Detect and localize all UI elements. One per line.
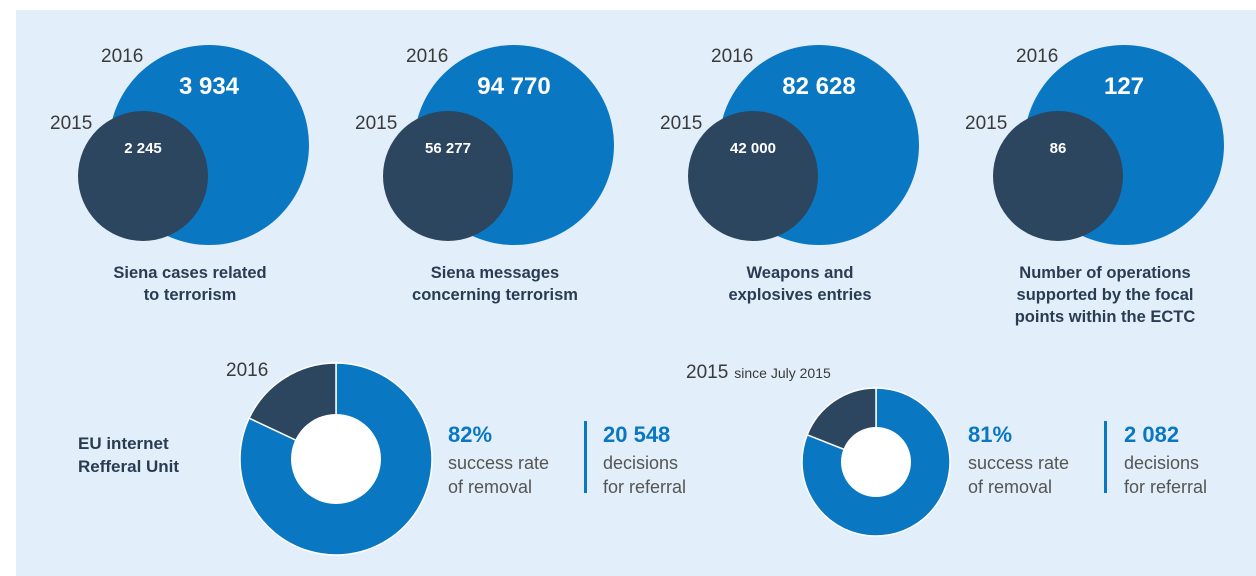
percent-desc-line-2: of removal xyxy=(968,477,1052,497)
donut-charts: 2016 82% success rate of removal 20 548 decis… xyxy=(226,360,1207,556)
percent-value: 81% xyxy=(968,422,1012,447)
percent-desc-line-2: of removal xyxy=(448,477,532,497)
bubble-chart-3: 2016 2015 82 628 42 000 Weapons and explosive… xyxy=(660,45,919,304)
year-label-2016: 2016 xyxy=(711,46,753,67)
percent-desc-line-1: success rate xyxy=(448,453,549,473)
caption-line-1: Siena cases related xyxy=(113,264,266,282)
year-label: 2015 since July 2015 xyxy=(686,362,831,383)
year-label-2015: 2015 xyxy=(660,113,702,134)
bubble-chart-4: 2016 2015 127 86 Number of operations support… xyxy=(965,45,1224,326)
year-label-text: 2016 xyxy=(226,360,268,381)
caption-line-2: to terrorism xyxy=(144,286,237,304)
bubble-2015 xyxy=(78,111,208,241)
decisions-desc-line-2: for referral xyxy=(603,477,686,497)
value-2016: 3 934 xyxy=(179,73,240,100)
decisions-desc-line-1: decisions xyxy=(1124,453,1199,473)
unit-label-line-2: Refferal Unit xyxy=(78,457,179,476)
caption-line-2: explosives entries xyxy=(728,286,871,304)
bubble-2015 xyxy=(993,111,1123,241)
value-2016: 82 628 xyxy=(782,73,855,100)
bubble-chart-1: 2016 2015 3 934 2 245 Siena cases related to … xyxy=(50,45,309,304)
value-2015: 2 245 xyxy=(124,140,162,157)
year-label-2015: 2015 xyxy=(355,113,397,134)
unit-label-line-1: EU internet xyxy=(78,434,169,453)
decisions-desc-line-2: for referral xyxy=(1124,477,1207,497)
value-2016: 94 770 xyxy=(477,73,550,100)
caption-line-2: supported by the focal xyxy=(1017,286,1194,304)
decisions-value: 2 082 xyxy=(1124,422,1179,447)
caption-line-2: concerning terrorism xyxy=(412,286,578,304)
year-label-2015: 2015 xyxy=(965,113,1007,134)
donut-hole xyxy=(841,427,911,497)
unit-label: EU internet Refferal Unit xyxy=(78,434,179,476)
value-2015: 86 xyxy=(1050,140,1067,157)
percent-desc-line-1: success rate xyxy=(968,453,1069,473)
caption-line-1: Number of operations xyxy=(1019,264,1190,282)
bubble-2015 xyxy=(383,111,513,241)
donut-chart-1: 2016 82% success rate of removal 20 548 decis… xyxy=(226,360,686,556)
bubble-2015 xyxy=(688,111,818,241)
year-label-2016: 2016 xyxy=(1016,46,1058,67)
year-label-2016: 2016 xyxy=(101,46,143,67)
decisions-value: 20 548 xyxy=(603,422,670,447)
caption-line-1: Siena messages xyxy=(431,264,559,282)
caption-line-1: Weapons and xyxy=(747,264,854,282)
separator-line xyxy=(1104,421,1107,493)
year-note: since July 2015 xyxy=(734,365,831,381)
bubble-charts: 2016 2015 3 934 2 245 Siena cases related to … xyxy=(50,45,1224,326)
value-2015: 56 277 xyxy=(425,140,471,157)
caption-line-3: points within the ECTC xyxy=(1015,308,1196,326)
donut-hole xyxy=(291,414,381,504)
decisions-desc-line-1: decisions xyxy=(603,453,678,473)
value-2015: 42 000 xyxy=(730,140,776,157)
donut-slice-success xyxy=(801,387,951,537)
separator-line xyxy=(584,421,587,493)
year-label: 2016 xyxy=(226,360,268,381)
bubble-chart-2: 2016 2015 94 770 56 277 Siena messages concer… xyxy=(355,45,614,304)
percent-value: 82% xyxy=(448,422,492,447)
year-label-text: 2015 xyxy=(686,362,728,383)
year-label-2016: 2016 xyxy=(406,46,448,67)
value-2016: 127 xyxy=(1104,73,1144,100)
year-label-2015: 2015 xyxy=(50,113,92,134)
donut-chart-2: 2015 since July 2015 81% success rate of rem… xyxy=(686,362,1207,537)
